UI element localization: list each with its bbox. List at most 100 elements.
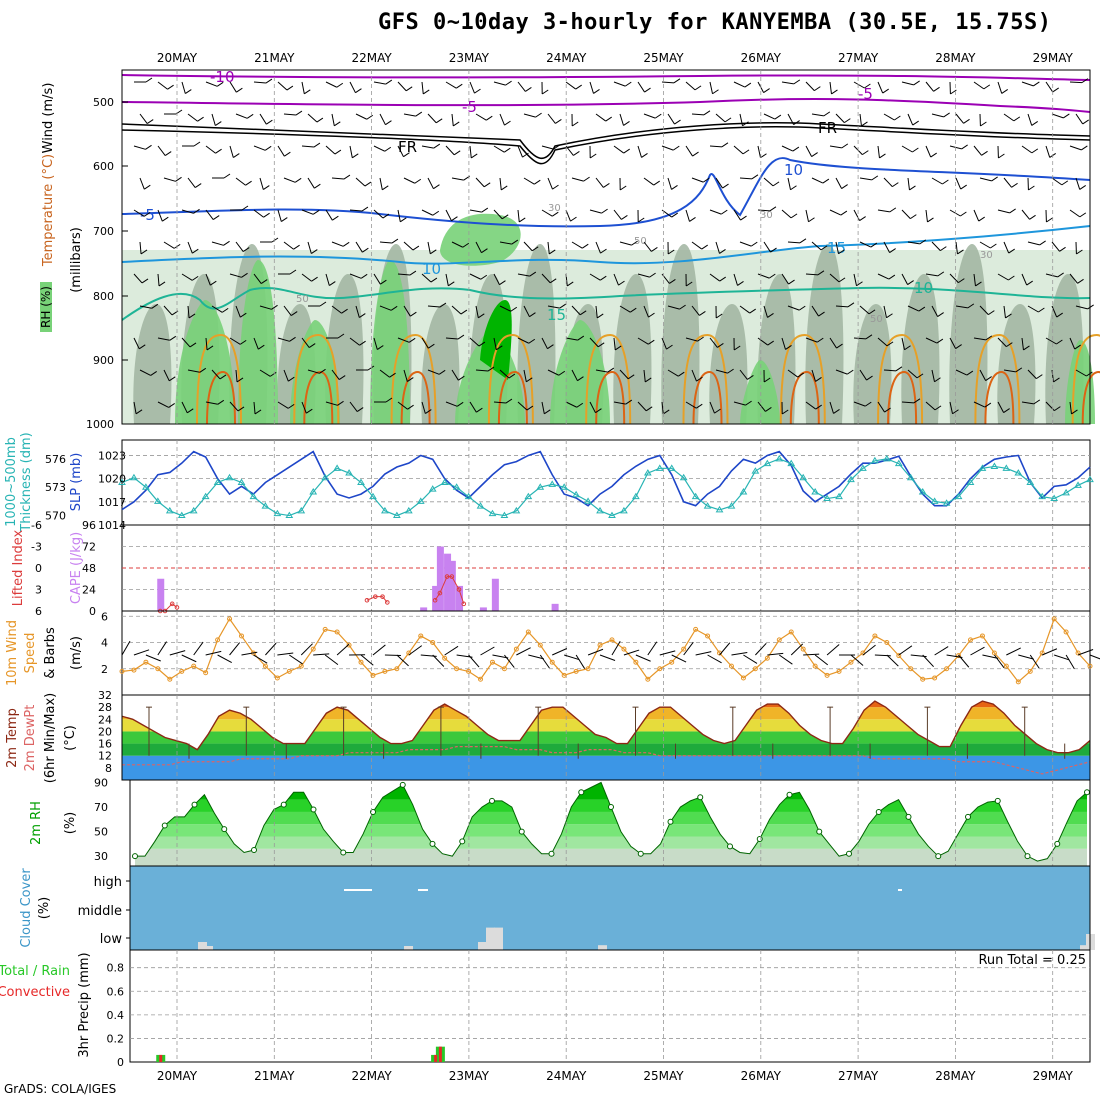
wind-barb-flag <box>765 407 772 412</box>
wind-barb <box>859 305 870 315</box>
wind-barb <box>907 369 918 379</box>
thickness-marker <box>1050 494 1059 502</box>
wind-barb <box>979 305 989 315</box>
wind-barb <box>469 337 480 347</box>
wind-speed-marker <box>573 668 579 674</box>
wind-barb <box>1021 401 1034 405</box>
contour-label: 10 <box>422 260 441 278</box>
wind-barb <box>469 81 475 94</box>
wind-barb-flag <box>793 79 801 85</box>
wind-barb-flag <box>1081 78 1089 84</box>
wind-barb-flag <box>289 336 296 342</box>
wind-barb <box>528 654 544 660</box>
wind-barb <box>599 654 616 661</box>
wind-barb-flag <box>913 398 921 404</box>
ylabel-temperature: Temperature (°C) <box>41 154 56 267</box>
wind-barb <box>1051 113 1064 119</box>
wind-barb-flag <box>607 367 615 373</box>
wind-barb <box>733 273 738 286</box>
wind-speed-marker <box>298 663 304 669</box>
wind-barb-flag <box>400 217 407 223</box>
wind-barb-flag <box>957 249 964 255</box>
wind-barb-flag <box>651 247 658 252</box>
wind-barb <box>301 209 314 215</box>
rh-fill-gray <box>709 304 748 424</box>
wind-barb <box>523 177 535 185</box>
wind-barb <box>787 305 800 311</box>
wind-barb <box>907 241 920 245</box>
wind-barb-flag <box>894 115 901 121</box>
wind-barb-flag <box>389 372 396 378</box>
wind-barb <box>883 177 893 187</box>
thickness-marker <box>1026 478 1035 485</box>
wind-barb-flag <box>1036 374 1043 380</box>
wind-barb-flag <box>798 305 806 311</box>
wind-barb-flag <box>377 345 384 350</box>
wind-barb-flag <box>818 311 825 317</box>
wind-barb-flag <box>356 407 364 412</box>
rh-marker <box>518 828 525 835</box>
wind-barb <box>517 145 523 158</box>
wind-barb-flag <box>1071 409 1078 415</box>
wind-barb-flag <box>815 377 822 382</box>
wind-barb-flag <box>884 407 891 413</box>
wind-barb <box>205 209 214 220</box>
wind-barb <box>877 273 890 280</box>
wind-barb-flag <box>882 88 889 94</box>
thickness-marker <box>954 492 963 500</box>
wind-barb <box>643 369 646 382</box>
rh-tick: 70 <box>94 801 108 814</box>
wind-barb <box>541 401 545 414</box>
lifted-index-marker <box>461 601 467 607</box>
wind-barb-flag <box>879 153 886 159</box>
wind-barb <box>925 337 938 344</box>
wind-barb-flag <box>644 377 652 383</box>
wind-barb <box>445 209 452 221</box>
wind-barb <box>157 337 170 341</box>
thickness-marker <box>512 506 521 514</box>
wind-barb-flag <box>808 217 815 223</box>
wind-barb-flag <box>763 88 770 94</box>
wind-barb-flag <box>952 409 959 415</box>
wind-barb-flag <box>742 149 750 155</box>
wind-barb <box>163 241 175 249</box>
cape-tick: 72 <box>82 541 96 554</box>
cloud-low-bar <box>1080 945 1089 950</box>
wind-speed-marker <box>143 659 149 665</box>
wind-barb <box>139 241 142 254</box>
thickness-marker <box>130 473 138 481</box>
wind-barb <box>187 305 190 318</box>
rh-marker <box>340 849 347 856</box>
wind-barb <box>874 654 891 657</box>
wind-barb-flag <box>866 375 873 381</box>
wind-barb <box>979 241 991 249</box>
thickness-marker <box>835 492 843 500</box>
thickness-marker <box>739 487 748 495</box>
contour-freezing <box>121 126 1091 165</box>
wind-barb <box>595 241 601 254</box>
cloud-low-bar <box>404 946 413 950</box>
wind-barb <box>709 401 715 414</box>
wind-barb-flag <box>889 207 897 213</box>
wind-barb-flag <box>862 150 869 156</box>
wind-barb <box>973 209 980 222</box>
lifted-index-marker <box>373 594 378 599</box>
wind-barb <box>493 209 503 220</box>
wind-barb <box>211 305 223 313</box>
wind-barb <box>949 337 957 349</box>
wind-barb <box>877 209 890 213</box>
wind-barb-flag <box>284 151 291 157</box>
wind-barb <box>859 369 867 381</box>
contour-25 <box>887 370 918 425</box>
wind-barb <box>403 113 416 117</box>
wind-barb <box>235 241 244 252</box>
wind-barb-flag <box>391 238 399 244</box>
wind-barb <box>922 654 934 668</box>
wind-barb-flag <box>596 313 604 319</box>
wind-barb-flag <box>671 185 678 190</box>
wind-barb <box>958 654 970 668</box>
thickness-marker <box>691 492 700 500</box>
cloud-low-bar <box>198 942 207 950</box>
rh-tick: 50 <box>94 826 108 839</box>
wind-barb <box>715 369 728 374</box>
